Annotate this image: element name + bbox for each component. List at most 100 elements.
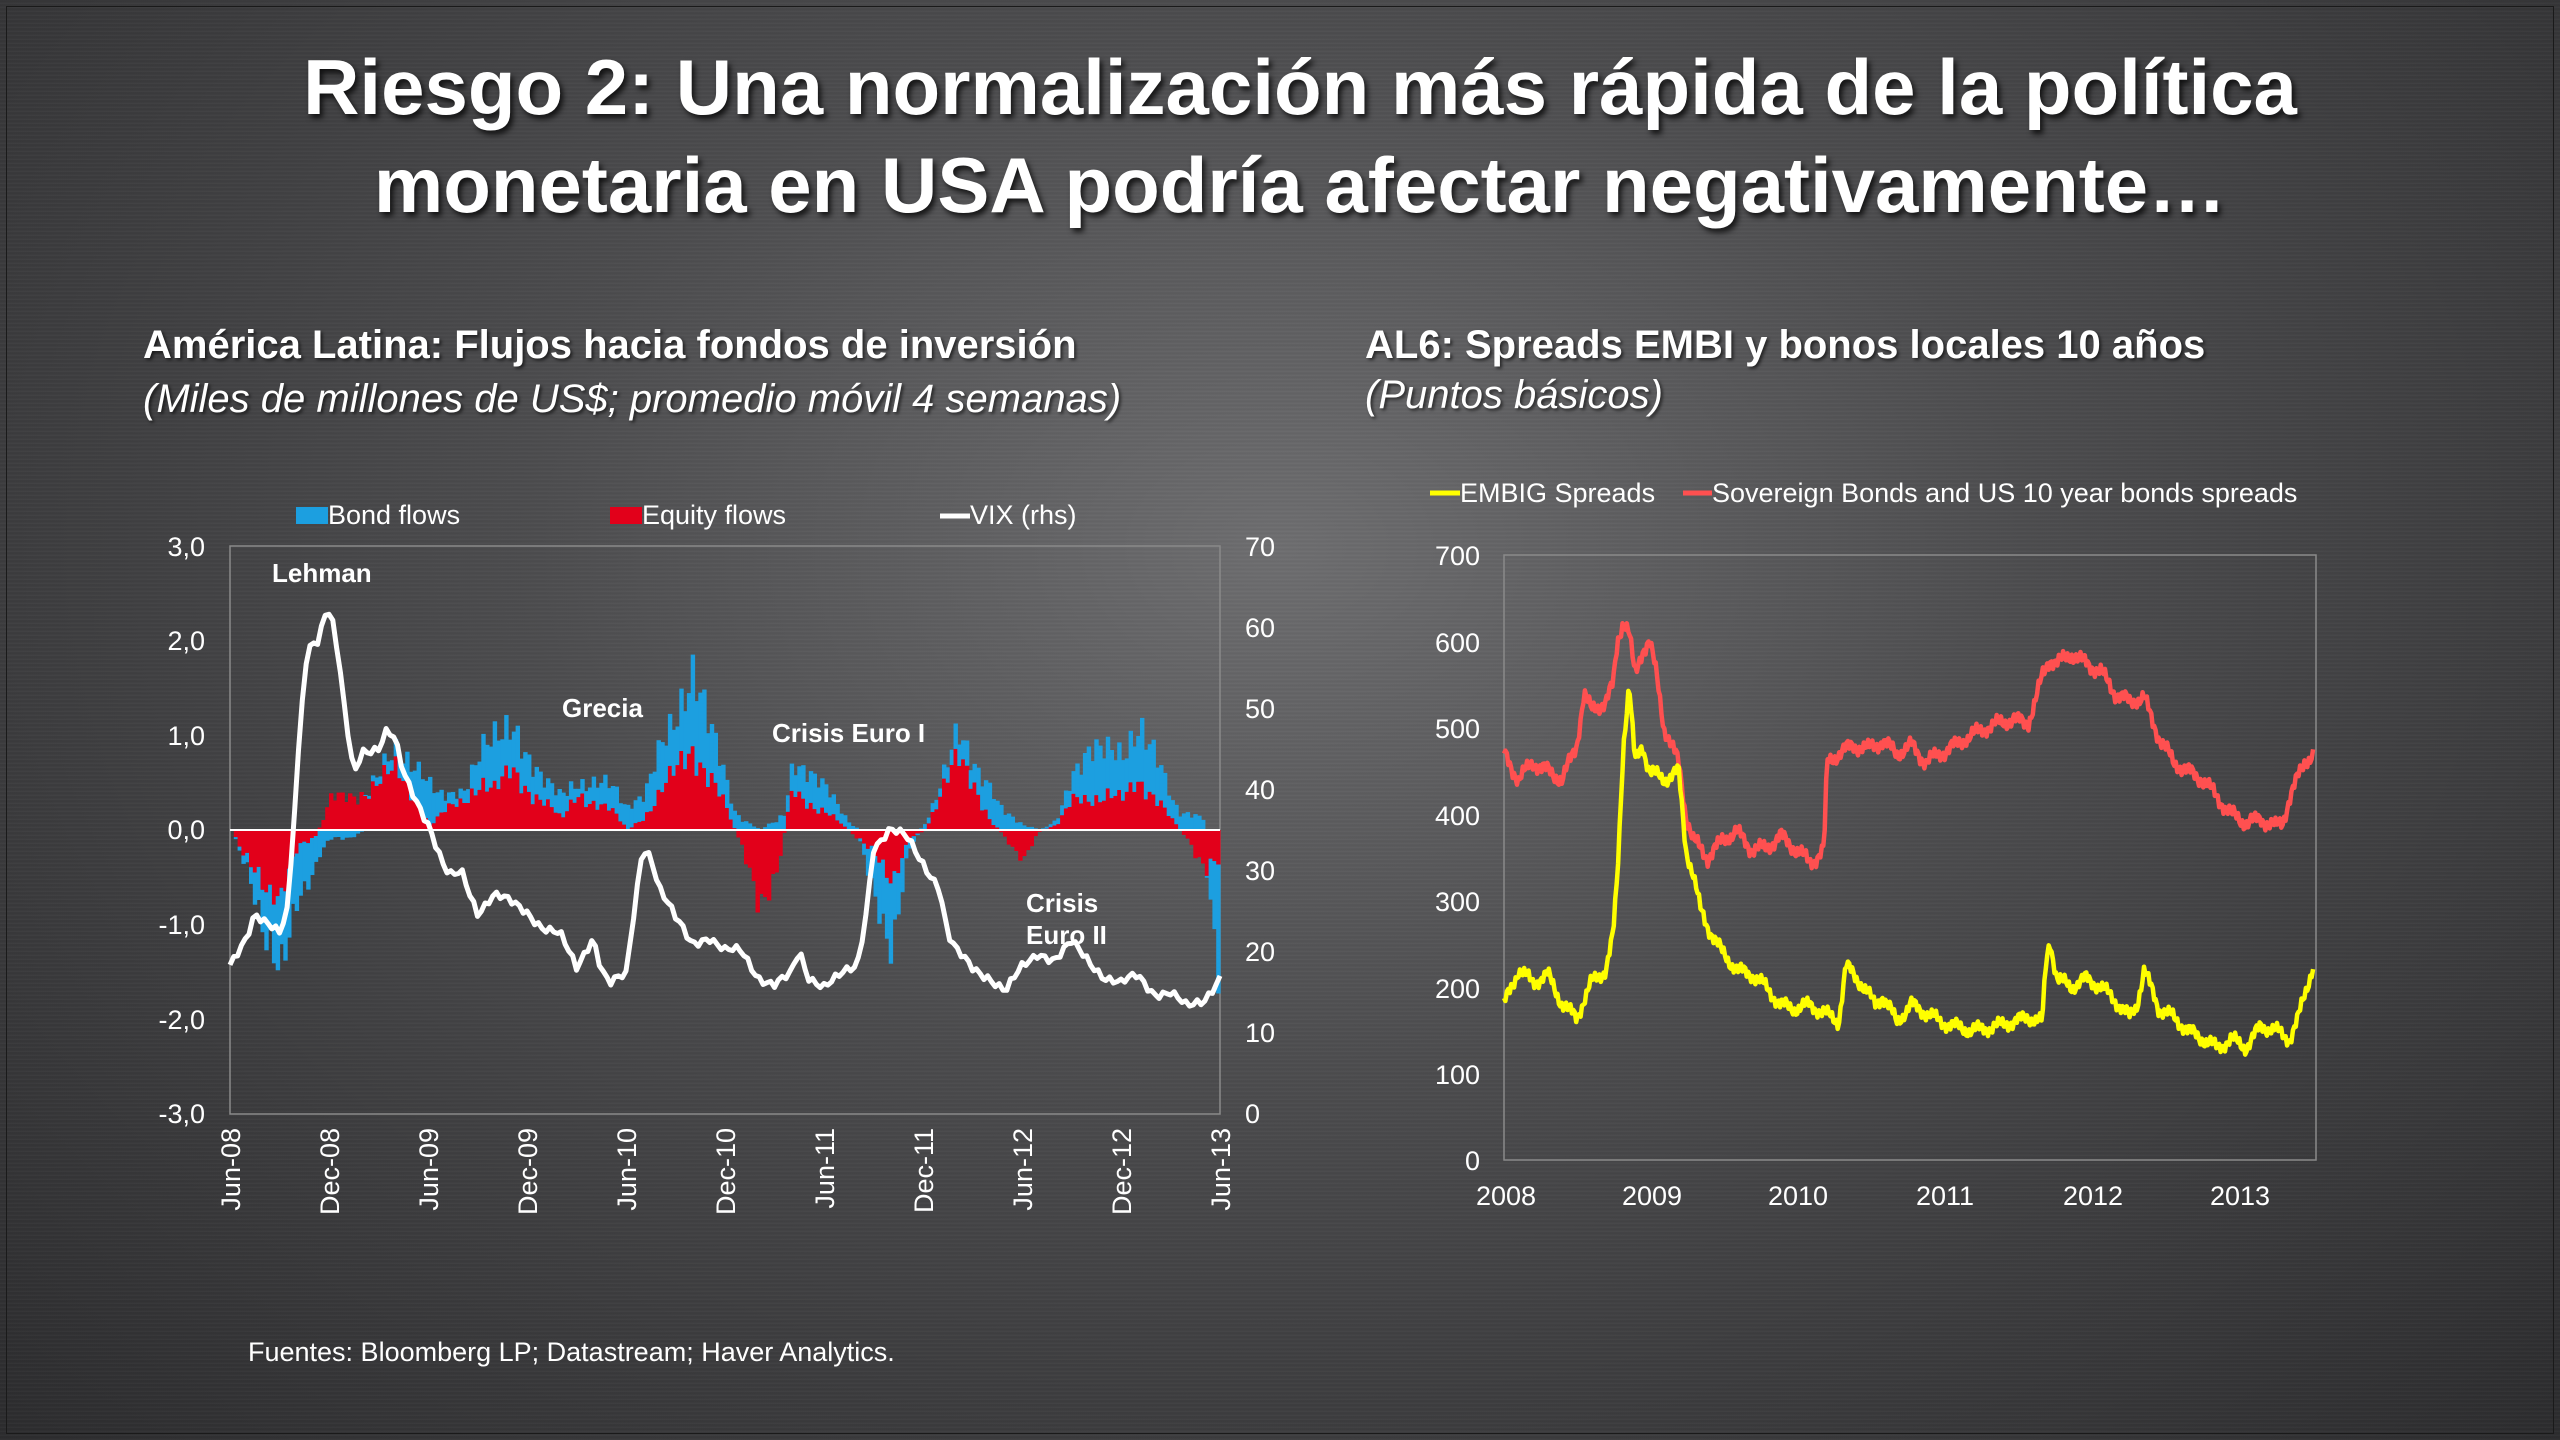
y-left-tick-4: -1,0 (158, 910, 205, 940)
equity-bar (1181, 830, 1187, 835)
bond-bar (1079, 774, 1084, 804)
equity-bar (926, 823, 932, 830)
bond-bar (664, 745, 669, 783)
bond-bar (770, 822, 776, 830)
equity-bar (1029, 830, 1035, 847)
bond-bar (370, 775, 376, 782)
equity-bar (793, 797, 798, 830)
bond-bar (599, 782, 604, 805)
y-right-tick-5: 20 (1245, 937, 1275, 967)
equity-bar (1147, 791, 1153, 830)
bond-bar (648, 773, 654, 812)
bond-bar (671, 729, 677, 776)
bond-bar (1006, 813, 1012, 830)
equity-bar (1136, 781, 1141, 830)
equity-bar (481, 777, 486, 830)
bond-bar (603, 774, 608, 804)
equity-bar (306, 830, 311, 844)
legend-label-bond: Bond flows (328, 500, 460, 530)
bond-bar (645, 783, 650, 813)
slide-title-line-1: Riesgo 2: Una normalización más rápida d… (303, 43, 2297, 131)
bond-bar (546, 778, 551, 800)
equity-bar (1052, 825, 1057, 830)
equity-bar (363, 796, 368, 830)
bond-bar (557, 789, 562, 814)
bond-bar (1113, 760, 1118, 796)
bond-bar (367, 795, 372, 799)
equity-bar (721, 794, 726, 830)
bond-bar (744, 821, 749, 830)
equity-bar (1033, 830, 1038, 837)
bond-bar (991, 799, 996, 825)
bond-bar (850, 826, 856, 830)
bond-bar (488, 746, 494, 788)
equity-bar (1098, 802, 1103, 830)
x-tick-label: Dec-12 (1107, 1128, 1137, 1215)
y-left-tick-1: 2,0 (167, 626, 205, 656)
bond-bar (268, 884, 273, 931)
equity-bar (568, 799, 574, 830)
bond-bar (412, 770, 418, 800)
equity-bar (237, 830, 243, 847)
bond-bar (1014, 822, 1019, 830)
bond-bar (1124, 758, 1130, 792)
equity-bar (1212, 830, 1217, 862)
equity-bar (473, 795, 479, 830)
bond-bar (249, 867, 254, 884)
equity-bar (336, 792, 342, 830)
bond-bar (808, 771, 814, 803)
equity-bar (599, 804, 604, 830)
equity-bar (359, 792, 364, 830)
bond-bar (1170, 800, 1175, 819)
bond-bar (683, 711, 688, 770)
bond-bar (976, 767, 981, 795)
bond-bar (610, 786, 616, 809)
equity-bar (405, 780, 410, 830)
equity-bar (572, 802, 578, 830)
slide-title-line-2: monetaria en USA podría afectar negativa… (373, 141, 2227, 229)
bond-bar (260, 889, 265, 933)
left-y-axis: 3,0 2,0 1,0 0,0 -1,0 -2,0 -3,0 (158, 532, 205, 1129)
equity-bar (907, 830, 913, 841)
equity-bar (245, 830, 250, 853)
bond-bar (530, 776, 536, 805)
equity-bar (1174, 824, 1179, 830)
bond-bar (1212, 861, 1217, 930)
bond-bar (656, 740, 661, 790)
x-tick-label: Dec-11 (909, 1128, 939, 1213)
equity-bar (454, 807, 460, 830)
bond-bar (294, 853, 300, 911)
equity-bar (382, 764, 387, 830)
bond-bar (477, 761, 482, 790)
equity-bar (1075, 797, 1080, 830)
right-x-axis-labels: 2008 2009 2010 2011 2012 2013 (1476, 1181, 2270, 1211)
bond-bar (999, 804, 1004, 830)
equity-bar (557, 813, 562, 830)
bond-bar (1204, 875, 1210, 878)
bond-bar (1048, 824, 1054, 828)
bond-bar (386, 761, 391, 775)
equity-bar (1121, 800, 1126, 830)
equity-bar (759, 830, 764, 894)
bond-bar (995, 800, 1000, 828)
bond-bar (313, 836, 319, 862)
equity-bar (534, 794, 540, 830)
equity-bar (770, 830, 776, 874)
y-right-tick-1: 60 (1245, 613, 1275, 643)
equity-bar (1185, 830, 1191, 839)
equity-bar (1025, 830, 1031, 851)
equity-bar (553, 812, 559, 830)
legend-swatch-bond (296, 507, 328, 524)
equity-bar (450, 804, 456, 830)
bond-bar (1022, 825, 1027, 830)
equity-bar (565, 811, 570, 830)
legend-label-equity: Equity flows (642, 500, 786, 530)
equity-bar (329, 793, 334, 830)
bond-bar (904, 844, 909, 859)
embig-spread-line (1501, 688, 2316, 1057)
equity-bar (656, 789, 661, 830)
equity-bar (641, 820, 646, 830)
y-right-tick-4: 30 (1245, 856, 1275, 886)
equity-bar (546, 799, 551, 830)
bond-bar (942, 764, 947, 779)
